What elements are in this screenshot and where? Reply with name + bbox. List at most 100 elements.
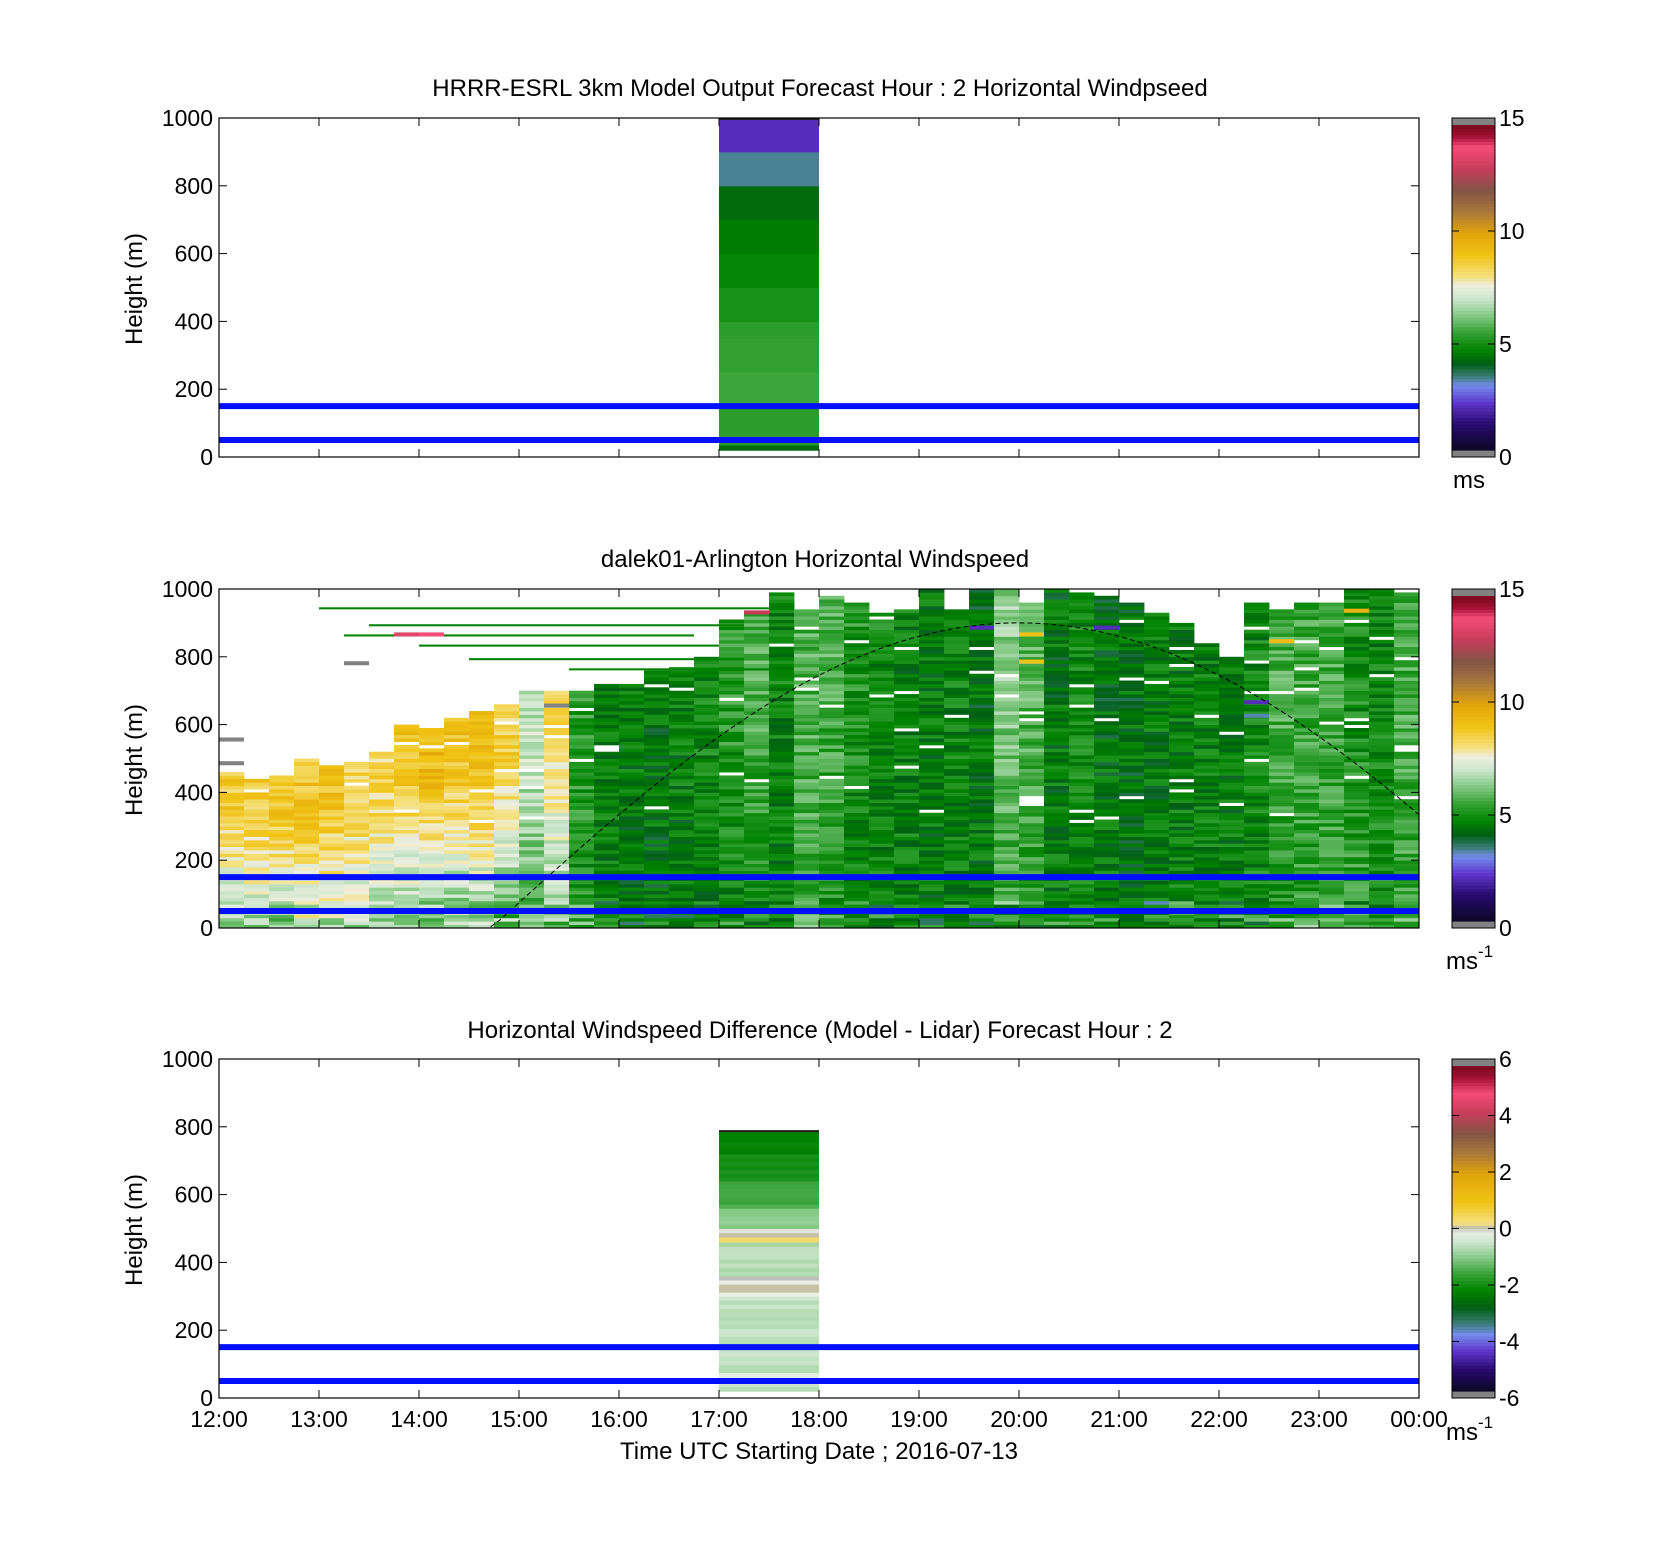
heatmap-cell (1369, 843, 1395, 848)
heatmap-cell (919, 741, 945, 746)
heatmap-cell (244, 839, 270, 844)
heatmap-cell (969, 758, 995, 763)
heatmap-cell (694, 761, 720, 766)
heatmap-cell (1094, 853, 1120, 858)
heatmap-cell (1269, 860, 1295, 864)
heatmap-cell (644, 673, 670, 678)
heatmap-cell (794, 660, 820, 664)
heatmap-cell (844, 690, 870, 695)
heatmap-cell (719, 253, 819, 288)
heatmap-cell (594, 917, 620, 922)
heatmap-cell (219, 860, 245, 864)
heatmap-cell (894, 887, 920, 892)
heatmap-cell (994, 843, 1020, 848)
heatmap-cell (1244, 853, 1270, 858)
heatmap-cell (869, 799, 895, 803)
heatmap-cell (894, 866, 920, 871)
heatmap-cell (1119, 829, 1145, 834)
heatmap-cell (544, 758, 570, 763)
heatmap-cell (1019, 761, 1045, 766)
heatmap-cell (719, 687, 745, 692)
heatmap-cell (269, 921, 295, 926)
heatmap-cell (1069, 690, 1095, 695)
heatmap-cell (944, 826, 970, 831)
heatmap-cell (1319, 656, 1345, 661)
heatmap-cell (1219, 761, 1245, 766)
heatmap-cell (669, 704, 695, 709)
heatmap-cell (1244, 833, 1270, 837)
heatmap-cell (444, 924, 470, 929)
heatmap-cell (1244, 738, 1270, 742)
heatmap-cell (1244, 677, 1270, 681)
heatmap-outlier (344, 661, 369, 666)
heatmap-cell (369, 761, 395, 766)
heatmap-cell (1219, 924, 1245, 929)
heatmap-outlier (219, 761, 244, 766)
heatmap-cell (1094, 636, 1120, 641)
heatmap-cell (919, 687, 945, 692)
heatmap-cell (644, 792, 670, 797)
heatmap-cell (719, 1161, 819, 1167)
heatmap-cell (819, 785, 845, 790)
heatmap-cell (1169, 704, 1195, 709)
heatmap-cell (344, 846, 370, 851)
heatmap-cell (1344, 714, 1370, 719)
heatmap-cell (1044, 595, 1070, 600)
heatmap-cell (494, 724, 520, 729)
heatmap-cell (1094, 897, 1120, 902)
colorbar-swatch (1452, 433, 1495, 438)
heatmap-cell (1394, 836, 1420, 841)
heatmap-cell (744, 758, 770, 763)
heatmap-cell (444, 833, 470, 837)
heatmap-cell (644, 697, 670, 702)
heatmap-cell (394, 744, 420, 749)
heatmap-cell (569, 914, 595, 919)
heatmap-cell (1344, 643, 1370, 648)
heatmap-cell (519, 856, 545, 861)
heatmap-cell (969, 704, 995, 709)
heatmap-cell (619, 697, 645, 702)
heatmap-cell (1294, 704, 1320, 709)
heatmap-cell (594, 714, 620, 719)
heatmap-cell (794, 860, 820, 864)
heatmap-cell (819, 744, 845, 749)
heatmap-cell (1044, 663, 1070, 668)
heatmap-cell (919, 666, 945, 671)
heatmap-cell (1294, 738, 1320, 742)
heatmap-cell (1069, 694, 1095, 698)
heatmap-cell (1394, 660, 1420, 664)
heatmap-cell (1244, 646, 1270, 651)
heatmap-cell (919, 921, 945, 926)
heatmap-cell (994, 900, 1020, 905)
heatmap-cell (1094, 880, 1120, 885)
heatmap-cell (344, 833, 370, 837)
heatmap-cell (1194, 816, 1220, 820)
heatmap-cell (994, 755, 1020, 759)
heatmap-cell (1219, 744, 1245, 749)
heatmap-cell (1044, 795, 1070, 800)
heatmap-cell (969, 683, 995, 688)
heatmap-cell (444, 866, 470, 871)
heatmap-cell (244, 778, 270, 783)
colorbar-swatch (1452, 1326, 1495, 1330)
heatmap-cell (819, 887, 845, 892)
heatmap-cell (319, 850, 345, 854)
heatmap-cell (1219, 673, 1245, 678)
heatmap-cell (369, 775, 395, 780)
heatmap-cell (569, 697, 595, 702)
heatmap-cell (894, 721, 920, 725)
heatmap-cell (594, 900, 620, 905)
heatmap-cell (1394, 772, 1420, 776)
heatmap-cell (919, 802, 945, 807)
heatmap-cell (244, 822, 270, 827)
heatmap-cell (1144, 616, 1170, 620)
colorbar-swatch (1452, 294, 1495, 298)
heatmap-cell (1044, 887, 1070, 892)
heatmap-cell (594, 880, 620, 885)
heatmap-cell (1019, 809, 1045, 814)
heatmap-cell (619, 826, 645, 831)
heatmap-cell (869, 833, 895, 837)
heatmap-cell (569, 924, 595, 929)
heatmap-cell (444, 785, 470, 790)
heatmap-cell (819, 843, 845, 848)
